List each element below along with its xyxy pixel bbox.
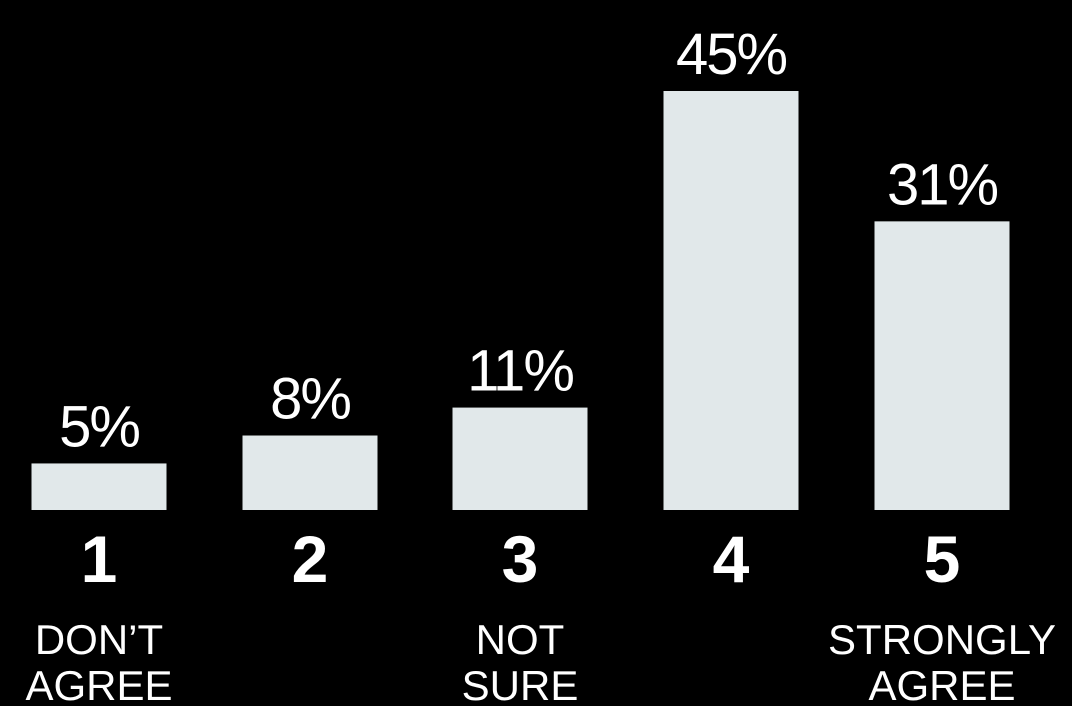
value-label-5: 31% (887, 152, 998, 217)
bar-2 (242, 435, 378, 510)
category-number-4: 4 (713, 522, 750, 596)
category-caption-1-line-1: DON’T (35, 616, 163, 663)
value-labels-group: 5% 8% 11% 45% 31% (59, 22, 999, 459)
value-label-3: 11% (467, 339, 573, 404)
bar-1 (31, 463, 167, 510)
category-number-2: 2 (292, 522, 329, 596)
bars-group (31, 91, 1010, 510)
category-caption-5-line-1: STRONGLY (828, 616, 1056, 663)
value-label-4: 45% (676, 22, 787, 87)
category-caption-1-line-2: AGREE (25, 662, 172, 706)
category-number-5: 5 (924, 522, 961, 596)
value-label-2: 8% (270, 367, 350, 432)
value-label-1: 5% (59, 394, 139, 459)
category-number-3: 3 (502, 522, 539, 596)
category-caption-3-line-2: SURE (462, 662, 579, 706)
category-number-1: 1 (81, 522, 118, 596)
bar-5 (874, 221, 1010, 510)
category-numbers-group: 1 2 3 4 5 (81, 522, 961, 596)
category-caption-5-line-2: AGREE (868, 662, 1015, 706)
bar-3 (452, 407, 588, 510)
category-caption-3-line-1: NOT (476, 616, 565, 663)
bar-4 (663, 91, 799, 510)
